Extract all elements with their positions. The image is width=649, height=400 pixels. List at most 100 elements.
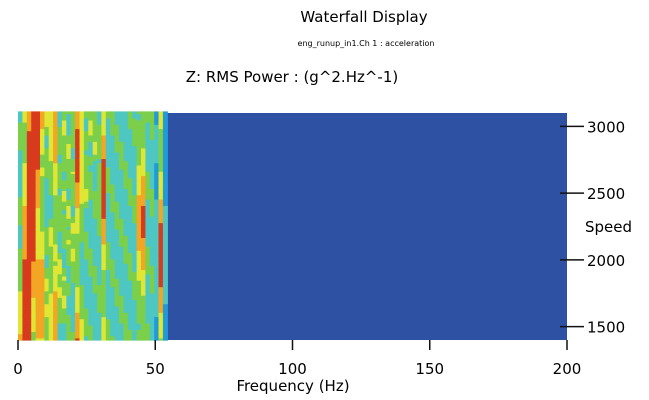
heatmap-cell [101, 329, 107, 332]
heatmap-cell [149, 203, 155, 206]
heatmap-cell [92, 293, 98, 296]
heatmap-cell [57, 265, 63, 268]
heatmap-cell [79, 224, 85, 228]
heatmap-cell [119, 254, 124, 258]
heatmap-cell [92, 190, 98, 194]
heatmap-cell [123, 173, 129, 177]
heatmap-cell [48, 149, 54, 153]
heatmap-cell [70, 295, 76, 298]
heatmap-cell [119, 322, 124, 326]
heatmap-cell [97, 177, 103, 181]
heatmap-cell [35, 137, 41, 140]
z-axis-label: Z: RMS Power : (g^2.Hz^-1) [186, 68, 398, 86]
heatmap-cell [26, 305, 32, 309]
heatmap-cell [105, 246, 111, 249]
heatmap-cell [75, 327, 81, 330]
heatmap-cell [40, 160, 45, 164]
heatmap-cell [154, 209, 160, 213]
heatmap-cell [123, 143, 129, 147]
heatmap-cell [114, 231, 120, 234]
heatmap-cell [66, 267, 72, 271]
heatmap-cell [31, 184, 37, 187]
heatmap-cell [18, 141, 23, 144]
heatmap-cell [162, 147, 168, 151]
heatmap-cell [57, 286, 63, 290]
heatmap-cell [48, 201, 54, 204]
heatmap-cell [88, 278, 94, 281]
heatmap-cell [141, 312, 146, 315]
heatmap-cell [114, 145, 120, 149]
heatmap-cell [105, 301, 111, 305]
heatmap-cell [136, 327, 142, 330]
heatmap-cell [44, 111, 50, 115]
heatmap-cell [101, 171, 107, 174]
heatmap-cell [26, 267, 32, 271]
heatmap-cell [97, 282, 103, 285]
heatmap-cell [22, 278, 28, 281]
heatmap-cell [66, 290, 72, 294]
heatmap-cell [18, 243, 23, 247]
heatmap-cell [92, 113, 98, 117]
heatmap-cell [31, 216, 37, 219]
heatmap-cell [154, 177, 160, 181]
heatmap-cell [79, 186, 85, 189]
heatmap-cell [83, 119, 89, 123]
heatmap-cell [149, 115, 155, 119]
heatmap-cell [105, 305, 111, 309]
heatmap-cell [75, 305, 81, 309]
heatmap-cell [79, 288, 85, 292]
heatmap-cell [101, 288, 107, 292]
heatmap-cell [35, 237, 41, 241]
heatmap-cell [97, 290, 103, 294]
heatmap-cell [149, 239, 155, 243]
heatmap-cell [75, 284, 81, 288]
heatmap-cell [79, 115, 85, 119]
heatmap-cell [40, 226, 45, 230]
heatmap-cell [26, 248, 32, 251]
heatmap-cell [132, 147, 138, 151]
heatmap-cell [105, 117, 111, 121]
heatmap-cell [136, 111, 142, 115]
heatmap-cell [114, 177, 120, 181]
heatmap-cell [75, 263, 81, 266]
heatmap-cell [66, 194, 72, 198]
heatmap-cell [132, 275, 138, 279]
heatmap-cell [31, 164, 37, 168]
heatmap-cell [88, 280, 94, 283]
heatmap-cell [92, 211, 98, 215]
heatmap-cell [35, 280, 41, 283]
heatmap-cell [88, 235, 94, 238]
heatmap-cell [97, 122, 103, 125]
heatmap-cell [136, 203, 142, 206]
heatmap-cell [75, 169, 81, 172]
heatmap-cell [154, 288, 160, 292]
heatmap-cell [35, 337, 41, 341]
heatmap-cell [127, 192, 133, 196]
heatmap-cell [127, 263, 133, 266]
heatmap-cell [61, 337, 67, 341]
heatmap-cell [53, 261, 59, 264]
heatmap-cell [22, 122, 28, 125]
heatmap-cell [158, 273, 164, 277]
heatmap-cell [119, 275, 124, 279]
heatmap-cell [141, 333, 146, 337]
heatmap-cell [154, 132, 160, 136]
heatmap-cell [22, 318, 28, 322]
heatmap-cell [61, 275, 67, 279]
heatmap-cell [61, 186, 67, 189]
heatmap-cell [119, 284, 124, 288]
heatmap-cell [57, 325, 63, 328]
heatmap-cell [40, 128, 45, 132]
heatmap-cell [22, 231, 28, 234]
heatmap-cell [66, 278, 72, 281]
heatmap-cell [79, 303, 85, 307]
heatmap-cell [158, 286, 164, 290]
heatmap-cell [53, 256, 59, 260]
heatmap-cell [88, 299, 94, 303]
heatmap-cell [101, 256, 107, 260]
heatmap-cell [132, 113, 138, 117]
heatmap-cell [158, 154, 164, 157]
heatmap-cell [162, 233, 168, 236]
heatmap-cell [145, 139, 151, 142]
heatmap-cell [92, 134, 98, 138]
